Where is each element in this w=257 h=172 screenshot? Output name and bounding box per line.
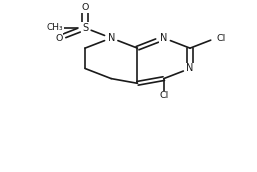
Text: Cl: Cl bbox=[216, 34, 226, 42]
Text: N: N bbox=[107, 33, 115, 43]
Text: S: S bbox=[82, 23, 88, 33]
Text: Cl: Cl bbox=[159, 91, 168, 100]
Text: CH₃: CH₃ bbox=[46, 23, 63, 32]
Text: N: N bbox=[160, 33, 168, 43]
Text: N: N bbox=[186, 63, 194, 73]
Text: O: O bbox=[81, 3, 89, 12]
Text: O: O bbox=[55, 34, 62, 42]
